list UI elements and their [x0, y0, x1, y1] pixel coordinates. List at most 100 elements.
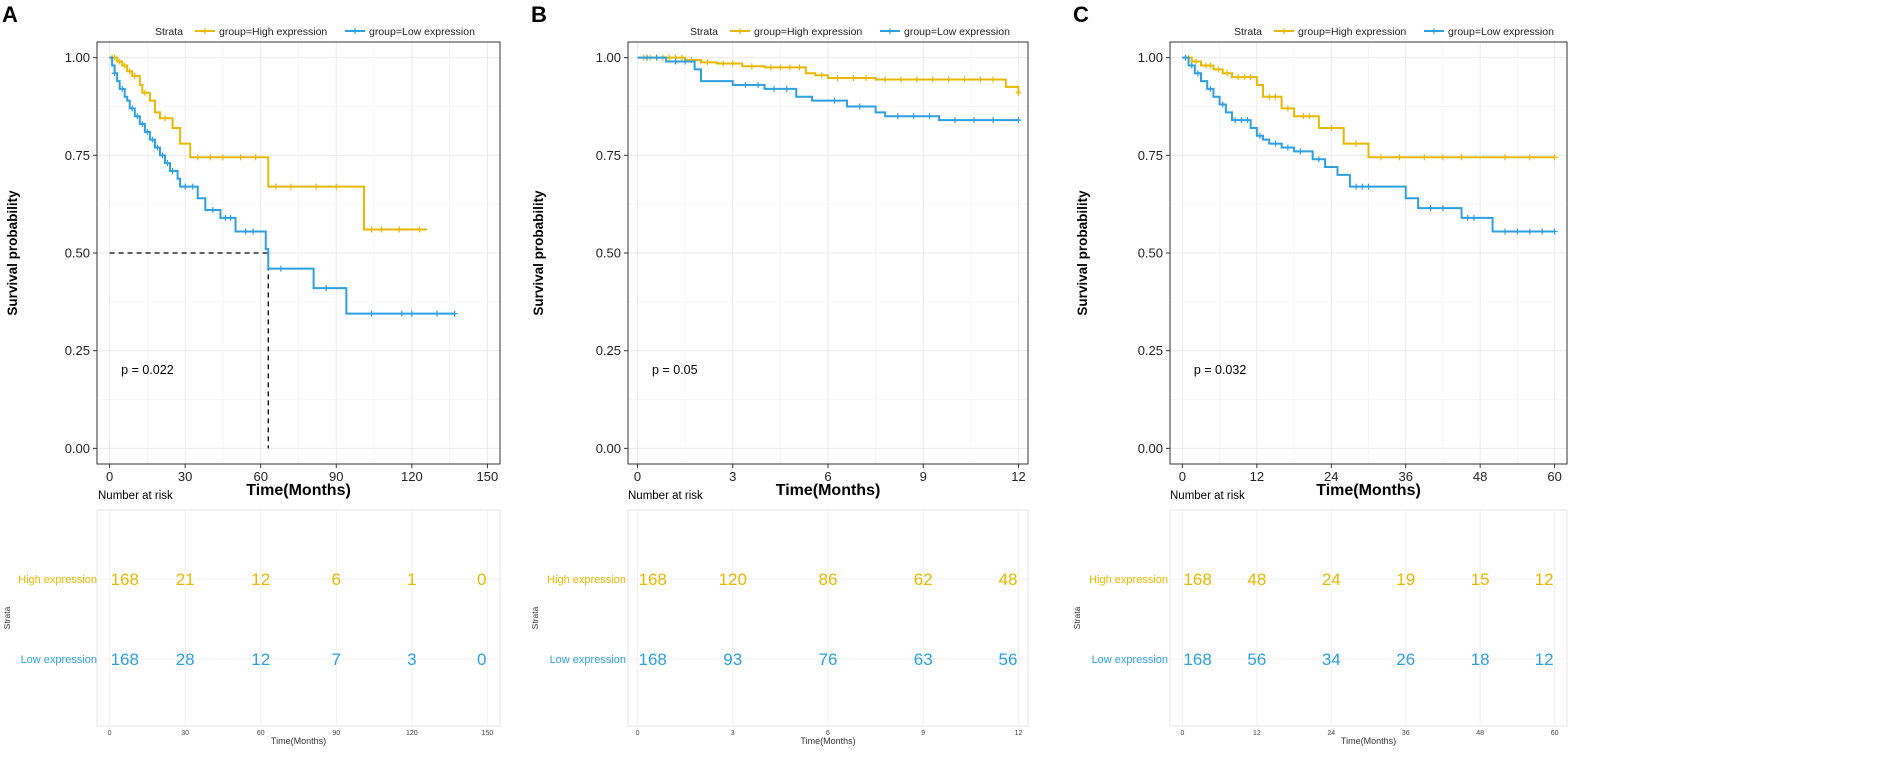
censor-mark-low: [1551, 228, 1558, 235]
censor-mark-high: [929, 76, 936, 83]
panel-letter: A: [2, 2, 18, 27]
x-tick-label: 150: [477, 469, 499, 484]
legend: Strata + group=High expression + group=Low e…: [690, 26, 1010, 38]
series-low: [1182, 54, 1558, 235]
censor-mark-high: [126, 68, 133, 75]
censor-mark-high: [748, 63, 755, 70]
risk-number-low: 34: [1322, 650, 1341, 669]
censor-mark-high: [313, 183, 320, 190]
risk-number-high: 24: [1322, 570, 1341, 589]
censor-mark-low: [856, 103, 863, 110]
censor-mark-low: [771, 85, 778, 92]
risk-x-tick-label: 60: [257, 730, 265, 737]
risk-number-low: 12: [251, 650, 270, 669]
risk-number-low: 56: [999, 650, 1018, 669]
censor-mark-high: [1377, 154, 1384, 161]
risk-x-tick-label: 36: [1402, 730, 1410, 737]
censor-mark-high: [207, 154, 214, 161]
gridlines: [1170, 42, 1567, 464]
censor-mark-low: [134, 113, 141, 120]
x-tick-label: 120: [401, 469, 423, 484]
y-tick-label: 0.50: [1138, 246, 1163, 261]
censor-mark-high: [1207, 62, 1214, 69]
risk-number-low: 63: [914, 650, 933, 669]
x-tick-label: 30: [178, 469, 192, 484]
censor-mark-low: [783, 85, 790, 92]
censor-mark-high: [834, 74, 841, 81]
censor-mark-high: [1247, 74, 1254, 81]
survival-curve-low: [637, 56, 1019, 122]
y-tick-label: 0.00: [596, 441, 621, 456]
censor-mark-low: [189, 183, 196, 190]
censor-mark-high: [1015, 89, 1022, 96]
risk-number-high: 168: [111, 570, 139, 589]
legend-high-label: group=High expression: [1298, 26, 1406, 38]
censor-mark-high: [1353, 140, 1360, 147]
median-survival-line: [109, 252, 269, 449]
risk-x-tick-label: 0: [1180, 730, 1184, 737]
censor-mark-high: [121, 62, 128, 69]
legend: Strata + group=High expression + group=Low e…: [1234, 26, 1554, 38]
censor-mark-high: [333, 183, 340, 190]
x-tick-label: 90: [329, 469, 343, 484]
censor-mark-low: [451, 310, 458, 317]
risk-strata-label: Strata: [2, 606, 12, 629]
censor-mark-high: [786, 64, 793, 71]
censor-mark-low: [951, 117, 958, 124]
censor-mark-low: [368, 310, 375, 317]
censor-mark-high: [1215, 66, 1222, 73]
censor-mark-high: [704, 59, 711, 66]
risk-number-high: 86: [819, 570, 838, 589]
censor-mark-low: [971, 117, 978, 124]
risk-number-high: 12: [1535, 570, 1554, 589]
risk-number-low: 168: [1183, 650, 1211, 669]
risk-x-tick-label: 150: [482, 730, 494, 737]
censor-mark-high: [1266, 93, 1273, 100]
x-tick-label: 6: [824, 469, 831, 484]
censor-mark-low: [154, 144, 161, 151]
risk-number-low: 7: [332, 650, 341, 669]
censor-mark-high: [1439, 154, 1446, 161]
risk-number-high: 1: [407, 570, 416, 589]
censor-mark-high: [368, 226, 375, 233]
risk-x-tick-label: 48: [1476, 730, 1484, 737]
legend-low-censor: +: [352, 26, 358, 38]
risk-number-low: 168: [639, 650, 667, 669]
censor-mark-high: [767, 64, 774, 71]
censor-mark-low: [1297, 148, 1304, 155]
censor-mark-low: [111, 70, 118, 77]
censor-mark-high: [1551, 154, 1558, 161]
censor-mark-high: [729, 60, 736, 67]
censor-mark-low: [1272, 140, 1279, 147]
censor-mark-low: [910, 113, 917, 120]
x-tick-label: 36: [1398, 469, 1412, 484]
x-tick-label: 60: [1547, 469, 1561, 484]
censor-mark-high: [1224, 70, 1231, 77]
censor-mark-high: [116, 58, 123, 65]
censor-mark-low: [139, 121, 146, 128]
risk-row-label-low: Low expression: [550, 654, 626, 666]
y-tick-label: 1.00: [596, 50, 621, 65]
censor-mark-low: [182, 183, 189, 190]
censor-mark-low: [1015, 117, 1022, 124]
censor-mark-low: [1194, 70, 1201, 77]
censor-mark-high: [1300, 113, 1307, 120]
risk-x-tick-label: 24: [1327, 730, 1335, 737]
risk-x-tick-label: 0: [636, 730, 640, 737]
legend-title: Strata: [155, 26, 183, 38]
censor-mark-low: [227, 214, 234, 221]
risk-row-label-high: High expression: [18, 574, 97, 586]
x-axis-title: Time(Months): [1316, 482, 1421, 499]
censor-mark-high: [1241, 74, 1248, 81]
censor-mark-low: [1232, 117, 1239, 124]
panel-C: C Strata + group=High expression + group=Low …: [1072, 2, 1568, 746]
censor-mark-low: [1244, 117, 1251, 124]
censor-mark-high: [131, 72, 138, 79]
risk-x-tick-label: 120: [406, 730, 418, 737]
risk-x-tick-label: 30: [181, 730, 189, 737]
censor-mark-low: [129, 105, 136, 112]
x-tick-label: 48: [1473, 469, 1487, 484]
x-tick-label: 9: [920, 469, 927, 484]
p-value: p = 0.032: [1194, 363, 1247, 377]
